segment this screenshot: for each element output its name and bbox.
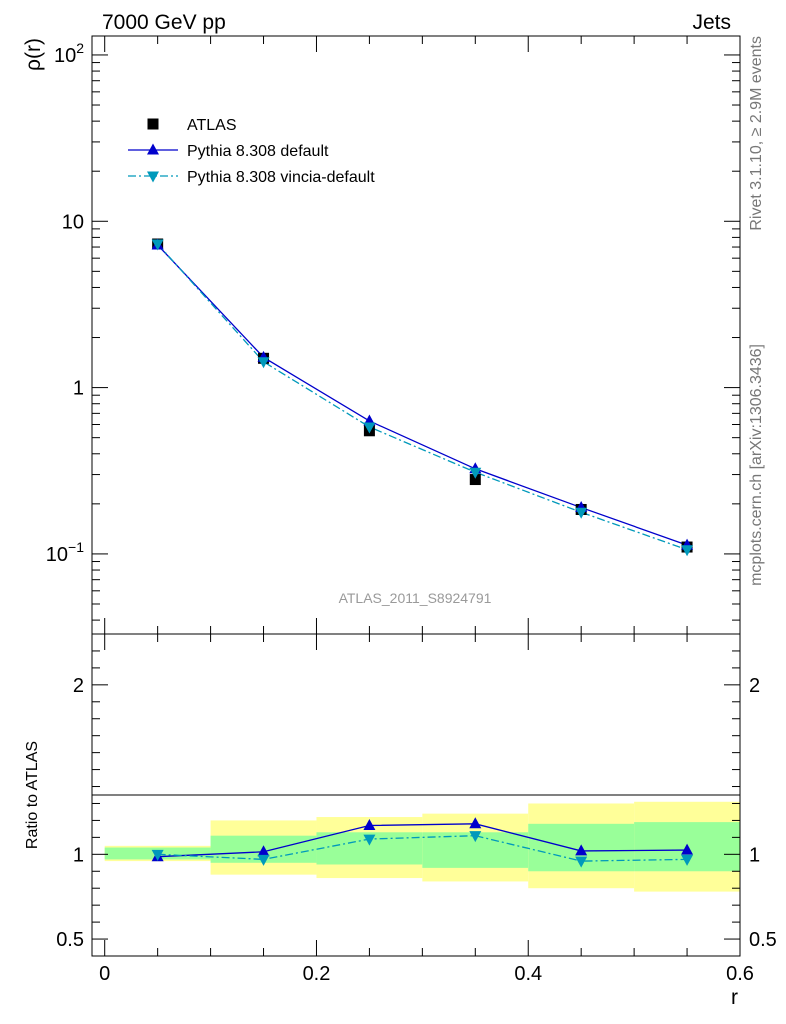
ratio-y-tick-label: 1 bbox=[73, 844, 84, 866]
main-point-pythia-8-308-vincia-default-2 bbox=[363, 422, 376, 434]
main-point-pythia-8-308-vincia-default-5 bbox=[681, 545, 694, 557]
main-axis-tick-labels: 102 10 1 10−1 bbox=[46, 40, 84, 566]
x-tick-label: 0.4 bbox=[514, 963, 542, 985]
ratio-point-pythia-8-308-default-4 bbox=[575, 844, 588, 856]
x-tick-label: 0.6 bbox=[726, 963, 754, 985]
legend-label-atlas: ATLAS bbox=[187, 117, 237, 134]
ratio-line-pythia-8-308-default bbox=[157, 823, 688, 858]
ratio-point-pythia-8-308-vincia-default-0 bbox=[151, 849, 164, 861]
main-line-pythia-8-308-default bbox=[157, 244, 688, 546]
ratio-uncertainty-bands bbox=[104, 801, 740, 892]
side-text-lower: mcplots.cern.ch [arXiv:1306.3436] bbox=[748, 344, 765, 586]
main-y-tick-label: 102 bbox=[54, 40, 84, 67]
ratio-y-tick-label-right: 2 bbox=[749, 675, 760, 697]
legend-marker-atlas bbox=[147, 118, 159, 130]
header-left: 7000 GeV pp bbox=[102, 11, 226, 34]
ratio-point-pythia-8-308-default-5 bbox=[681, 843, 694, 855]
main-point-pythia-8-308-vincia-default-0 bbox=[151, 239, 164, 251]
header-right: Jets bbox=[692, 11, 731, 34]
main-y-axis-label: ρ(r) bbox=[22, 38, 45, 71]
ratio-series-markers bbox=[151, 817, 694, 868]
main-panel: 102 10 1 10−1 ρ(r) ATLAS_2011_S8924791 ATLA… bbox=[22, 35, 741, 635]
main-point-pythia-8-308-vincia-default-4 bbox=[575, 507, 588, 519]
legend: ATLAS Pythia 8.308 default Pythia 8.308 vi… bbox=[128, 117, 375, 186]
ratio-y-tick-label: 0.5 bbox=[56, 929, 84, 951]
ratio-axis-tick-labels: 2 2 1 1 0.5 0.5 0 0.2 0.4 0.6 bbox=[56, 675, 777, 985]
ratio-plot-frame bbox=[91, 633, 741, 957]
ratio-point-pythia-8-308-default-3 bbox=[469, 817, 482, 829]
legend-label-pythia-8-308-vincia-default: Pythia 8.308 vincia-default bbox=[187, 169, 375, 186]
x-axis-label: r bbox=[731, 986, 738, 1009]
ratio-y-axis-label: Ratio to ATLAS bbox=[24, 741, 41, 849]
analysis-label: ATLAS_2011_S8924791 bbox=[339, 590, 492, 606]
legend-label-pythia-8-308-default: Pythia 8.308 default bbox=[187, 143, 329, 160]
ratio-point-pythia-8-308-default-1 bbox=[257, 845, 270, 857]
main-y-tick-label: 10 bbox=[62, 211, 84, 233]
main-axis-ticks bbox=[92, 36, 741, 634]
x-tick-label: 0 bbox=[99, 963, 110, 985]
x-tick-label: 0.2 bbox=[303, 963, 331, 985]
ratio-point-pythia-8-308-vincia-default-4 bbox=[575, 856, 588, 868]
ratio-y-tick-label-right: 0.5 bbox=[749, 929, 777, 951]
side-text-upper: Rivet 3.1.10, ≥ 2.9M events bbox=[748, 36, 765, 231]
main-series-markers bbox=[151, 238, 694, 557]
main-line-pythia-8-308-vincia-default bbox=[157, 243, 688, 551]
legend-marker-pythia-8-308-vincia-default bbox=[147, 171, 159, 183]
ratio-axis-ticks bbox=[92, 634, 741, 956]
main-y-tick-label: 1 bbox=[73, 378, 84, 400]
ratio-point-pythia-8-308-vincia-default-1 bbox=[257, 854, 270, 866]
ratio-panel: 2 2 1 1 0.5 0.5 0 0.2 0.4 0.6 Ratio to ATLAS r bbox=[24, 633, 777, 1009]
ratio-y-tick-label: 2 bbox=[73, 675, 84, 697]
main-y-tick-label: 10−1 bbox=[46, 539, 84, 566]
main-series-lines bbox=[157, 243, 688, 551]
ratio-point-pythia-8-308-vincia-default-5 bbox=[681, 854, 694, 866]
ratio-series-lines bbox=[157, 823, 688, 862]
ratio-point-pythia-8-308-default-2 bbox=[363, 819, 376, 831]
ratio-point-pythia-8-308-vincia-default-2 bbox=[363, 834, 376, 846]
ratio-y-tick-label-right: 1 bbox=[749, 844, 760, 866]
legend-marker-pythia-8-308-default bbox=[147, 143, 159, 155]
main-point-pythia-8-308-vincia-default-3 bbox=[469, 467, 482, 479]
main-point-pythia-8-308-vincia-default-1 bbox=[257, 357, 270, 369]
ratio-point-pythia-8-308-vincia-default-3 bbox=[469, 831, 482, 843]
main-point-atlas-3 bbox=[469, 474, 481, 486]
